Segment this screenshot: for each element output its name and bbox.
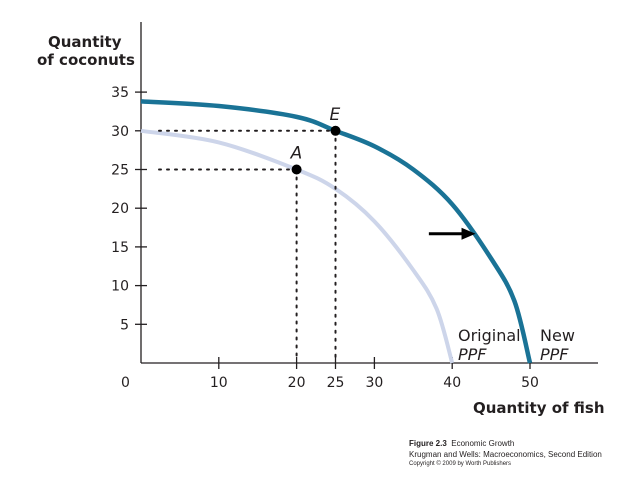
y-tick-label: 30 (111, 124, 129, 140)
y-axis-title-line2: of coconuts (37, 51, 135, 69)
x-axis-title: Quantity of fish (473, 399, 605, 417)
y-tick-label: 20 (111, 201, 129, 217)
new-ppf-label-line2: PPF (540, 345, 569, 364)
figure-label: Figure 2.3 (409, 439, 447, 448)
point-label-e: E (330, 105, 341, 125)
y-tick-label: 35 (111, 85, 129, 101)
figure-caption: Figure 2.3 Economic Growth Krugman and W… (409, 438, 637, 469)
x-tick-label: 25 (327, 375, 345, 391)
origin-label: 0 (121, 375, 130, 391)
new-ppf-label-line1: New (540, 326, 575, 345)
original-ppf-curve (140, 128, 455, 364)
y-tick-label: 5 (120, 317, 129, 333)
caption-copyright: Copyright © 2009 by Worth Publishers (409, 461, 512, 467)
y-tick-label: 25 (111, 163, 129, 179)
y-tick-label: 10 (111, 279, 129, 295)
x-tick-label: 30 (365, 375, 383, 391)
caption-title-line: Figure 2.3 Economic Growth (409, 438, 637, 449)
point-a-marker (291, 164, 302, 175)
shift-arrow-head (461, 227, 476, 240)
new-ppf-curve (140, 99, 533, 364)
y-axis-title-line1: Quantity (48, 33, 122, 51)
point-label-a: A (290, 144, 303, 164)
point-e-marker (330, 125, 341, 136)
plot-area (135, 22, 598, 369)
x-tick-label: 20 (288, 375, 306, 391)
caption-source: Krugman and Wells: Macroeconomics, Secon… (409, 450, 602, 459)
x-tick-label: 10 (210, 375, 228, 391)
y-tick-label: 15 (111, 240, 129, 256)
x-tick-label: 50 (521, 375, 539, 391)
x-tick-label: 40 (443, 375, 461, 391)
original-ppf-label-line2: PPF (458, 345, 487, 364)
original-ppf-label-line1: Original (458, 326, 521, 345)
figure-title: Economic Growth (451, 439, 515, 448)
